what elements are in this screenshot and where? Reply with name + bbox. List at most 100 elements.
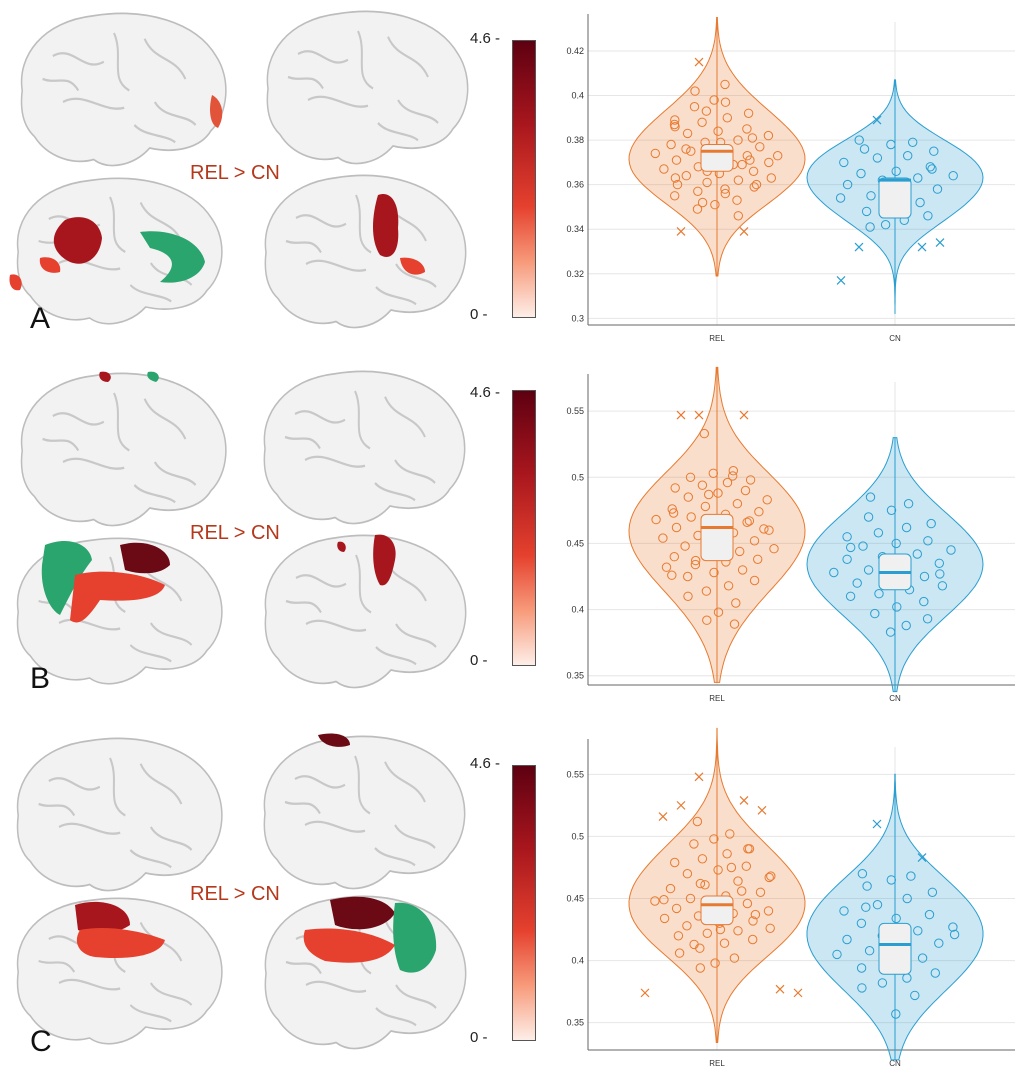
data-point — [683, 591, 693, 602]
data-point — [681, 171, 692, 181]
data-point — [740, 485, 751, 496]
outlier-point — [935, 238, 945, 247]
brain-left-lateral — [20, 12, 228, 167]
data-point — [670, 191, 680, 201]
data-point — [682, 869, 693, 879]
brain-surface-images — [9, 10, 469, 329]
data-point — [650, 148, 661, 159]
data-point — [864, 946, 875, 956]
box-iqr — [700, 144, 734, 172]
activation-cluster — [75, 901, 130, 935]
data-point — [719, 938, 730, 948]
data-point — [842, 532, 852, 542]
data-point — [700, 880, 710, 890]
colorbar-min-label: 0 - — [470, 652, 488, 669]
data-point — [859, 144, 870, 154]
brain-right-medial — [264, 174, 467, 329]
data-point — [667, 504, 677, 514]
data-point — [720, 97, 731, 107]
data-point — [671, 155, 682, 165]
y-tick-label: 0.4 — [571, 91, 584, 101]
data-point — [759, 524, 769, 534]
data-point — [690, 559, 701, 570]
outlier-point — [676, 800, 686, 810]
brain-surface-images — [16, 370, 467, 689]
data-point — [856, 168, 866, 179]
data-point — [685, 472, 696, 483]
box-iqr — [878, 922, 912, 975]
data-point — [937, 581, 948, 591]
data-point — [691, 555, 701, 566]
data-point — [695, 963, 706, 973]
data-point — [725, 829, 735, 839]
y-tick-label: 0.4 — [571, 605, 584, 615]
data-point — [862, 881, 872, 891]
panel-letter: A — [30, 302, 51, 335]
data-point — [854, 135, 864, 145]
data-point — [741, 861, 752, 871]
data-point — [723, 581, 734, 591]
data-point — [670, 483, 680, 493]
data-point — [667, 570, 677, 580]
data-point — [892, 602, 902, 612]
data-point — [846, 542, 856, 553]
data-point — [903, 151, 913, 161]
data-point — [737, 159, 747, 170]
negative-cluster — [41, 540, 92, 615]
activation-cluster — [303, 928, 395, 963]
negative-cluster — [393, 902, 437, 973]
data-point — [934, 558, 944, 569]
data-point — [689, 839, 699, 849]
data-point — [709, 834, 719, 844]
data-point — [659, 895, 669, 905]
outlier-point — [793, 988, 803, 998]
data-point — [856, 963, 867, 973]
data-point — [748, 916, 758, 926]
negative-cluster — [147, 371, 159, 382]
data-point — [733, 876, 743, 886]
data-point — [689, 102, 700, 112]
data-point — [744, 844, 755, 854]
data-point — [670, 122, 680, 132]
data-point — [773, 151, 783, 161]
data-point — [934, 938, 944, 948]
data-point — [873, 528, 884, 538]
data-point — [839, 157, 849, 168]
data-point — [857, 983, 867, 993]
outlier-point — [694, 410, 704, 420]
x-tick-label: CN — [889, 694, 901, 703]
x-tick-label: CN — [889, 1059, 901, 1068]
data-point — [659, 164, 669, 174]
data-point — [852, 578, 862, 588]
data-point — [913, 173, 923, 183]
data-point — [700, 501, 711, 512]
data-point — [697, 117, 707, 128]
data-point — [754, 507, 764, 517]
colorbar: 4.6 - 0 - — [464, 380, 554, 690]
data-point — [733, 926, 743, 936]
data-point — [737, 565, 748, 575]
data-point — [769, 544, 779, 554]
data-point — [702, 615, 712, 625]
data-point — [885, 627, 896, 637]
data-point — [726, 862, 737, 873]
violin-plot: 0.3 0.32 0.34 0.36 0.38 0.4 0.42 REL CN — [566, 14, 1015, 343]
data-point — [755, 142, 765, 152]
outlier-point — [694, 772, 704, 782]
data-point — [930, 968, 940, 978]
data-point — [713, 126, 723, 136]
data-point — [745, 155, 755, 165]
data-point — [713, 607, 724, 617]
data-point — [658, 533, 668, 543]
activation-cluster — [400, 257, 425, 275]
data-point — [685, 893, 696, 904]
data-point — [697, 480, 708, 490]
data-point — [682, 128, 693, 139]
data-point — [865, 222, 875, 232]
colorbar-min-label: 0 - — [470, 1029, 488, 1046]
data-point — [661, 562, 672, 572]
data-point — [699, 428, 710, 439]
data-point — [720, 188, 731, 199]
data-point — [702, 928, 713, 939]
activation-cluster — [318, 733, 350, 747]
